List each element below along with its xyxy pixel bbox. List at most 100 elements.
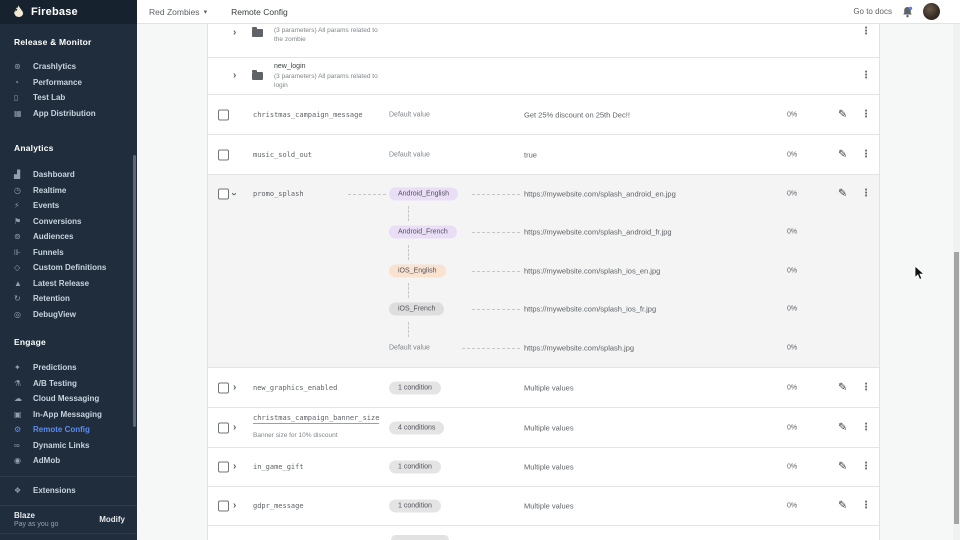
sidebar-scrollbar[interactable] [133, 155, 136, 427]
row-checkbox[interactable] [218, 188, 229, 200]
row-checkbox[interactable] [218, 109, 229, 120]
sidebar-item-extensions[interactable]: ❖ Extensions [14, 483, 137, 499]
sidebar-item-admob[interactable]: ◉ AdMob [14, 453, 137, 469]
edit-icon[interactable]: ✎ [838, 421, 848, 433]
modify-plan-button[interactable]: Modify [99, 514, 125, 524]
sidebar-item-latest-release[interactable]: ▲ Latest Release [14, 276, 137, 292]
sidebar-item-dynamic-links[interactable]: ∞ Dynamic Links [14, 438, 137, 454]
section-release-monitor: Release & Monitor ⊛ Crashlytics ◔ Performa… [0, 37, 137, 121]
sidebar-item-funnels[interactable]: ⊪ Funnels [14, 245, 137, 261]
sidebar-item-cloud-messaging[interactable]: ☁ Cloud Messaging [14, 391, 137, 407]
kebab-menu-icon[interactable]: ⋮ [861, 70, 871, 81]
sidebar-item-performance[interactable]: ◔ Performance [14, 75, 137, 91]
fetch-percent: 0% [787, 305, 798, 313]
sidebar-item-label: Extensions [33, 486, 76, 495]
fetch-percent: 0% [787, 463, 798, 471]
ab-testing-icon: ⚗ [14, 378, 22, 388]
row-checkbox[interactable] [218, 149, 229, 160]
dashed-connector [472, 271, 520, 272]
content-scrollbar-track[interactable] [953, 24, 960, 540]
edit-icon[interactable]: ✎ [838, 381, 848, 393]
alerts-bell-icon[interactable] [902, 6, 913, 18]
collapse-sidebar-icon[interactable]: ‹ [118, 538, 122, 540]
row-checkbox[interactable] [218, 422, 229, 433]
kebab-menu-icon[interactable]: ⋮ [861, 500, 871, 511]
sidebar-item-events[interactable]: ⚡ Events [14, 198, 137, 214]
sidebar-item-label: Cloud Messaging [33, 394, 100, 404]
condition-count-chip: 1 condition [389, 460, 441, 474]
kebab-menu-icon[interactable]: ⋮ [861, 381, 871, 393]
param-row-promo-splash-expanded: › promo_splash Android_English https://m… [208, 175, 879, 368]
expand-param-icon[interactable]: › [233, 461, 237, 472]
kebab-menu-icon[interactable]: ⋮ [861, 148, 871, 160]
sidebar-item-conversions[interactable]: ⚑ Conversions [14, 214, 137, 230]
edit-icon[interactable]: ✎ [838, 499, 848, 512]
kebab-menu-icon[interactable]: ⋮ [861, 108, 871, 120]
sidebar-item-retention[interactable]: ↻ Retention [14, 291, 137, 307]
sidebar-item-label: Realtime [33, 185, 67, 195]
row-checkbox[interactable] [218, 382, 229, 393]
expand-param-icon[interactable]: › [233, 500, 237, 511]
group-name: new_login [274, 63, 306, 70]
edit-icon[interactable]: ✎ [838, 187, 848, 200]
edit-icon[interactable]: ✎ [838, 108, 848, 120]
kebab-menu-icon[interactable]: ⋮ [861, 26, 871, 37]
expand-group-icon[interactable]: › [233, 27, 237, 38]
kebab-menu-icon[interactable]: ⋮ [861, 461, 871, 472]
sidebar-item-label: Events [33, 201, 60, 211]
variant-chip-ios-english: iOS_English [389, 264, 446, 278]
group-row-zombie: › (3 parameters) All params related to t… [208, 24, 879, 58]
user-avatar[interactable] [923, 3, 940, 20]
sidebar-item-label: Conversions [33, 216, 82, 226]
content-scrollbar-thumb[interactable] [954, 252, 959, 524]
param-name: in_game_gift [253, 463, 304, 471]
collapse-param-icon[interactable]: › [228, 192, 240, 196]
group-desc-line1: (3 parameters) All params related to [274, 27, 378, 34]
param-name: christmas_campaign_banner_size [253, 413, 380, 424]
group-desc-line2: the zombie [274, 36, 306, 43]
project-selector[interactable]: Red Zombies ▾ [149, 7, 207, 17]
fetch-percent: 0% [787, 384, 798, 391]
sidebar-item-debugview[interactable]: ◎ DebugView [14, 307, 137, 323]
param-name: christmas_campaign_message [253, 110, 363, 119]
sidebar-item-remote-config[interactable]: ⚙ Remote Config [14, 422, 137, 438]
expand-group-icon[interactable]: › [233, 70, 237, 81]
edit-icon[interactable]: ✎ [838, 148, 848, 160]
sidebar-item-label: Predictions [33, 363, 77, 373]
expand-param-icon[interactable]: › [233, 421, 237, 433]
retention-icon: ↻ [14, 294, 21, 304]
group-info: new_login (3 parameters) All params rela… [274, 63, 378, 90]
dashed-connector [348, 194, 386, 195]
kebab-menu-icon[interactable]: ⋮ [861, 421, 871, 433]
dashed-connector [472, 194, 520, 195]
sidebar-item-audiences[interactable]: ⊚ Audiences [14, 229, 137, 245]
default-value-label: Default value [389, 151, 430, 158]
kebab-menu-icon[interactable]: ⋮ [861, 188, 871, 199]
sidebar-item-in-app-messaging[interactable]: ▣ In-App Messaging [14, 407, 137, 423]
sidebar-item-label: Custom Definitions [33, 263, 107, 273]
sidebar-item-realtime[interactable]: ◷ Realtime [14, 183, 137, 199]
row-checkbox[interactable] [218, 461, 229, 473]
section-extensions: ❖ Extensions [0, 475, 137, 506]
firebase-logo-icon [14, 5, 24, 17]
go-to-docs-link[interactable]: Go to docs [853, 7, 892, 16]
sidebar-item-predictions[interactable]: ✦ Predictions [14, 360, 137, 376]
sidebar-item-dashboard[interactable]: ▟ Dashboard [14, 167, 137, 183]
param-row-christmas-campaign-message: christmas_campaign_message Default value… [208, 95, 879, 135]
sidebar-item-app-distribution[interactable]: ▦ App Distribution [14, 106, 137, 122]
brand-bar[interactable]: Firebase [0, 0, 137, 24]
admob-icon: ◉ [14, 456, 21, 466]
row-checkbox[interactable] [218, 500, 229, 512]
section-title: Release & Monitor [14, 37, 92, 47]
sidebar-item-test-lab[interactable]: ▯ Test Lab [14, 90, 137, 106]
sidebar-item-ab-testing[interactable]: ⚗ A/B Testing [14, 376, 137, 392]
edit-icon[interactable]: ✎ [838, 460, 848, 473]
sidebar-item-crashlytics[interactable]: ⊛ Crashlytics [14, 59, 137, 75]
sidebar-item-custom-definitions[interactable]: ◇ Custom Definitions [14, 260, 137, 276]
extensions-icon: ❖ [14, 486, 22, 495]
param-value: Multiple values [524, 383, 574, 392]
section-title: Engage [14, 337, 46, 347]
folder-icon [252, 27, 263, 37]
expand-param-icon[interactable]: › [233, 381, 237, 393]
